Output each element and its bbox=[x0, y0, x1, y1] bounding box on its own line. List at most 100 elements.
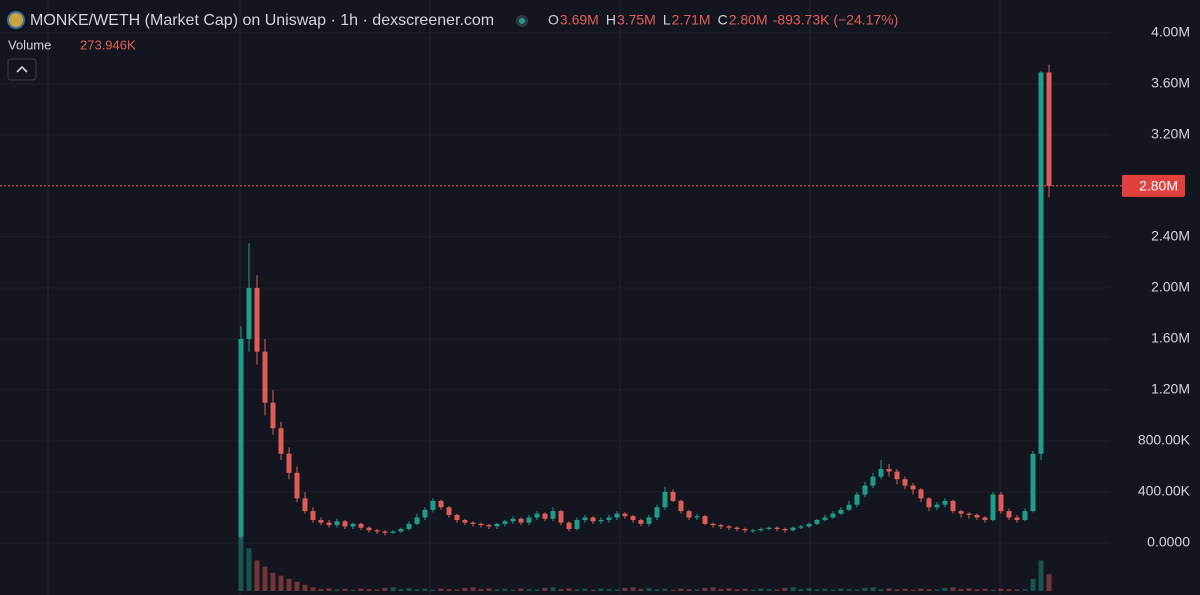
candle-body bbox=[598, 520, 604, 522]
candle-body bbox=[526, 517, 532, 523]
volume-bar bbox=[702, 587, 708, 591]
candle-body bbox=[718, 525, 724, 527]
candle-body bbox=[446, 507, 452, 515]
candle-body bbox=[470, 522, 476, 524]
candle-body bbox=[462, 520, 468, 523]
volume-bar bbox=[710, 587, 716, 591]
candle-body bbox=[566, 522, 572, 529]
volume-bar bbox=[742, 588, 748, 591]
volume-bar bbox=[918, 588, 924, 591]
y-tick-label: 400.00K bbox=[1138, 483, 1191, 499]
volume-bar bbox=[910, 589, 916, 591]
candle-body bbox=[630, 516, 636, 521]
ohlc-key: L bbox=[663, 12, 671, 28]
ohlc-value: 2.71M bbox=[672, 12, 711, 28]
volume-bar bbox=[342, 588, 348, 591]
candle-body bbox=[902, 479, 908, 486]
volume-bar bbox=[790, 587, 796, 591]
candle-body bbox=[574, 520, 580, 529]
candle-body bbox=[294, 472, 300, 499]
volume-bar bbox=[462, 587, 468, 591]
candle-body bbox=[622, 513, 628, 517]
candle-body bbox=[550, 511, 556, 519]
volume-bar bbox=[270, 572, 276, 591]
volume-bar bbox=[646, 588, 652, 591]
vertical-grid bbox=[47, 0, 1001, 595]
volume-bar bbox=[558, 589, 564, 591]
volume-bar bbox=[678, 588, 684, 591]
candle-body bbox=[278, 428, 284, 454]
candle-body bbox=[502, 521, 508, 524]
y-tick-label: 3.60M bbox=[1151, 75, 1190, 91]
candle-body bbox=[382, 531, 388, 533]
volume-bar bbox=[774, 589, 780, 591]
chevron-icon[interactable] bbox=[16, 65, 28, 73]
volume-bar bbox=[934, 589, 940, 591]
candle-body bbox=[894, 471, 900, 480]
candle-body bbox=[398, 528, 404, 532]
candle-body bbox=[310, 511, 316, 521]
volume-bar bbox=[334, 589, 340, 591]
chart-title: MONKE/WETH (Market Cap) on Uniswap · 1h … bbox=[30, 12, 494, 29]
volume-bar bbox=[358, 588, 364, 591]
volume-bar bbox=[998, 588, 1004, 591]
candle-body bbox=[806, 523, 812, 527]
candle-body bbox=[318, 520, 324, 523]
y-tick-label: 1.60M bbox=[1151, 330, 1190, 346]
candle-body bbox=[454, 514, 460, 521]
volume-bar bbox=[686, 589, 692, 591]
button-frame[interactable] bbox=[7, 58, 37, 81]
candle-body bbox=[678, 500, 684, 512]
volume-bar bbox=[414, 589, 420, 591]
volume-bar bbox=[870, 587, 876, 591]
candle-body bbox=[286, 453, 292, 473]
candle-body bbox=[702, 516, 708, 524]
volume-bar bbox=[310, 587, 316, 591]
volume-bar bbox=[582, 588, 588, 591]
candle-body bbox=[358, 523, 364, 528]
volume-bar bbox=[518, 588, 524, 591]
candle-body bbox=[958, 511, 964, 514]
candle-body bbox=[422, 509, 428, 518]
volume-bar bbox=[478, 589, 484, 591]
volume-bar bbox=[926, 589, 932, 591]
candle-body bbox=[262, 351, 268, 403]
volume-bar bbox=[1030, 578, 1036, 591]
volume-bar bbox=[550, 587, 556, 591]
candle-body bbox=[606, 517, 612, 521]
candle-body bbox=[238, 338, 244, 537]
volume-bar bbox=[614, 589, 620, 591]
candle-body bbox=[326, 522, 332, 526]
volume-bar bbox=[990, 589, 996, 591]
collapse-button[interactable] bbox=[7, 58, 37, 81]
candle-body bbox=[830, 513, 836, 518]
volume-bar bbox=[398, 589, 404, 591]
volume-bar bbox=[318, 589, 324, 591]
candle-body bbox=[342, 521, 348, 527]
volume-bar bbox=[446, 589, 452, 591]
ohlc-key: O bbox=[548, 12, 559, 28]
volume-bar bbox=[766, 589, 772, 591]
candle-body bbox=[838, 509, 844, 514]
candle-body bbox=[918, 489, 924, 499]
candle-body bbox=[686, 511, 692, 518]
candle-body bbox=[982, 517, 988, 521]
candle-body bbox=[478, 523, 484, 526]
volume-bar bbox=[822, 588, 828, 591]
volume-bar bbox=[878, 589, 884, 591]
volume-bar bbox=[598, 588, 604, 591]
candle-body bbox=[1022, 511, 1028, 521]
volume-bar bbox=[622, 587, 628, 591]
ohlc-value: 2.80M bbox=[729, 12, 768, 28]
volume-bar bbox=[366, 589, 372, 591]
volume-bar bbox=[430, 589, 436, 591]
candle-body bbox=[766, 527, 772, 529]
volume-bar bbox=[854, 589, 860, 591]
volume-label: Volume bbox=[8, 37, 51, 52]
candle-body bbox=[542, 513, 548, 519]
volume-bar bbox=[238, 536, 244, 591]
volume-bar bbox=[966, 588, 972, 591]
volume-bar bbox=[374, 589, 380, 591]
